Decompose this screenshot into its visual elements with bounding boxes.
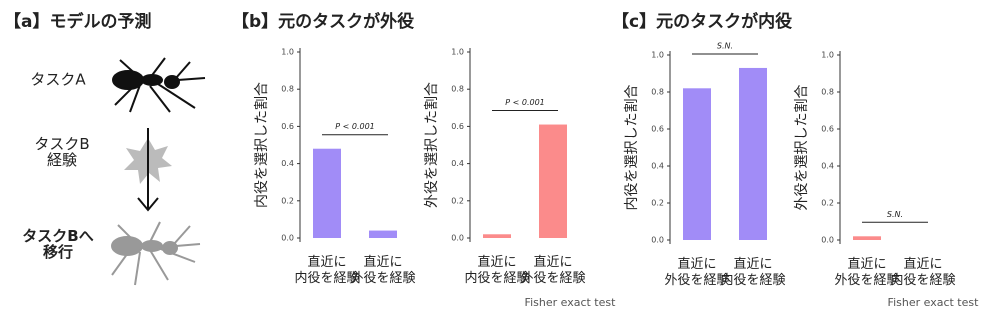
- x-tick-label: 直近に外役を経験: [520, 255, 585, 286]
- y-tick-label: 0.2: [281, 196, 294, 205]
- y-tick-label: 0.4: [451, 159, 464, 168]
- step-label: タスクBへ移行: [22, 227, 93, 261]
- panel-title: 【c】元のタスクが内役: [612, 11, 792, 32]
- step-label: タスクB 経験: [34, 135, 89, 169]
- ant-icon: [112, 57, 206, 113]
- y-tick-label: 0.4: [651, 162, 664, 171]
- step-label: タスクA: [30, 71, 86, 89]
- x-tick-label: 直近に内役を経験: [720, 257, 785, 288]
- y-tick-label: 0.8: [281, 85, 294, 94]
- bar: [683, 88, 711, 240]
- y-tick-label: 1.0: [651, 51, 664, 60]
- bar: [313, 148, 341, 238]
- ant-icon: [111, 221, 201, 286]
- y-tick-label: 0.6: [281, 122, 294, 131]
- y-axis-label: 外役を選択した割合: [793, 85, 810, 211]
- y-tick-label: 0.6: [821, 125, 834, 134]
- y-axis-label: 内役を選択した割合: [623, 85, 640, 211]
- y-tick-label: 0.0: [451, 234, 464, 243]
- y-tick-label: 0.8: [821, 88, 834, 97]
- test-note: Fisher exact test: [525, 296, 617, 309]
- x-tick-label: 直近に内役を経験: [890, 257, 955, 288]
- y-tick-label: 0.6: [451, 122, 464, 131]
- bar: [369, 230, 397, 238]
- significance-label: S.N.: [717, 41, 733, 50]
- y-tick-label: 0.8: [451, 85, 464, 94]
- x-tick-label: 直近に内役を経験: [294, 255, 359, 286]
- panel-title: 【b】元のタスクが外役: [232, 11, 414, 32]
- y-tick-label: 0.2: [821, 199, 834, 208]
- x-tick-label: 直近に外役を経験: [834, 257, 899, 288]
- y-tick-label: 0.0: [821, 236, 834, 245]
- y-tick-label: 0.4: [281, 159, 294, 168]
- test-note: Fisher exact test: [888, 296, 980, 309]
- bar: [853, 236, 881, 240]
- bar: [539, 124, 567, 238]
- significance-label: P < 0.001: [505, 98, 545, 107]
- x-tick-label: 直近に外役を経験: [664, 257, 729, 288]
- y-tick-label: 0.6: [651, 125, 664, 134]
- significance-label: S.N.: [887, 210, 903, 219]
- bar: [739, 67, 767, 240]
- y-tick-label: 0.8: [651, 88, 664, 97]
- y-tick-label: 0.0: [651, 236, 664, 245]
- arrow: [137, 128, 159, 212]
- y-axis-label: 内役を選択した割合: [253, 82, 270, 208]
- y-tick-label: 0.0: [281, 234, 294, 243]
- bar: [483, 234, 511, 238]
- diagram-title: 【a】モデルの予測: [4, 11, 151, 32]
- y-tick-label: 0.4: [821, 162, 834, 171]
- y-axis-label: 外役を選択した割合: [423, 82, 440, 208]
- y-tick-label: 1.0: [821, 51, 834, 60]
- y-tick-label: 0.2: [451, 196, 464, 205]
- x-tick-label: 直近に外役を経験: [350, 255, 415, 286]
- y-tick-label: 1.0: [451, 48, 464, 57]
- y-tick-label: 0.2: [651, 199, 664, 208]
- x-tick-label: 直近に内役を経験: [464, 255, 529, 286]
- y-tick-label: 1.0: [281, 48, 294, 57]
- significance-label: P < 0.001: [335, 122, 375, 131]
